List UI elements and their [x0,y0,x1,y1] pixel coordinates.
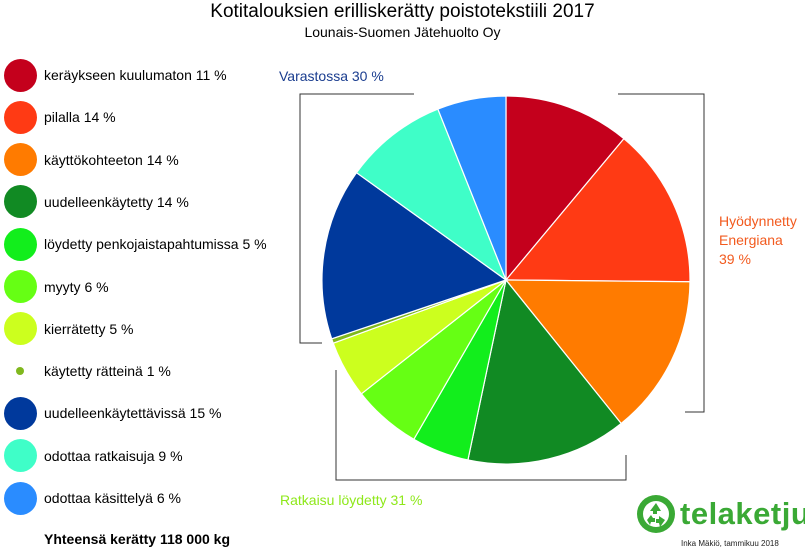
recycle-icon [637,495,675,533]
group-label-line: Ratkaisu löydetty 31 % [280,492,423,508]
legend-label: käytetty rätteinä 1 % [44,363,171,380]
legend-label: käyttökohteeton 14 % [44,151,179,168]
chart-title: Kotitalouksien erilliskerätty poistoteks… [210,1,595,22]
legend-label: odottaa ratkaisuja 9 % [44,447,183,464]
legend-label: keräykseen kuulumaton 11 % [44,67,227,83]
group-label-line: 39 % [719,251,751,267]
bracket-energy [618,93,705,413]
credit-text: Inka Mäkiö, tammikuu 2018 [681,539,779,548]
legend-label: pilalla 14 % [44,109,116,126]
telaketju-logo: telaketju [636,494,805,534]
legend-swatch [3,439,37,473]
group-label-line: Energiana [719,232,783,248]
total-label: Yhteensä kerätty 118 000 kg [44,531,231,547]
pie-slice-8 [321,171,508,340]
group-label-line: Hyödynnetty [719,213,797,229]
logo-text: telaketju [680,496,805,531]
group-label-energy: Hyödynnetty Energiana 39 % [719,212,797,269]
legend-swatch [3,185,37,219]
legend-swatch [3,100,37,134]
legend-swatch [3,481,37,515]
legend-swatch [16,367,24,376]
group-label-line: Varastossa 30 % [279,68,384,84]
legend-swatch [3,143,37,177]
legend-label: uudelleenkäytetty 14 % [44,193,189,210]
legend-swatch [3,227,37,261]
legend-swatch [3,312,37,346]
pie-slice-2 [504,279,691,425]
pie-slice-1 [504,137,691,283]
group-label-solution: Ratkaisu löydetty 31 % [280,491,422,510]
pie-slice-0 [505,95,625,282]
group-label-storage: Varastossa 30 % [279,67,384,86]
pie-slice-9 [355,108,508,282]
legend-swatch [3,58,37,92]
legend-label: löydetty penkojaistapahtumissa 5 % [44,236,267,253]
chart-subtitle: Lounais-Suomen Jätehuolto Oy [304,24,501,40]
bracket-storage [299,93,414,344]
bracket-solution [335,370,627,481]
legend-label: kierrätetty 5 % [44,320,134,337]
legend-swatch [3,270,37,303]
pie-slice-10 [437,95,507,281]
legend-swatch [3,396,37,430]
legend-label: odottaa käsittelyä 6 % [44,490,181,506]
pie-slice-3 [467,278,623,465]
legend-label: uudelleenkäytettävissä 15 % [44,405,222,422]
legend-label: myyty 6 % [44,278,109,295]
